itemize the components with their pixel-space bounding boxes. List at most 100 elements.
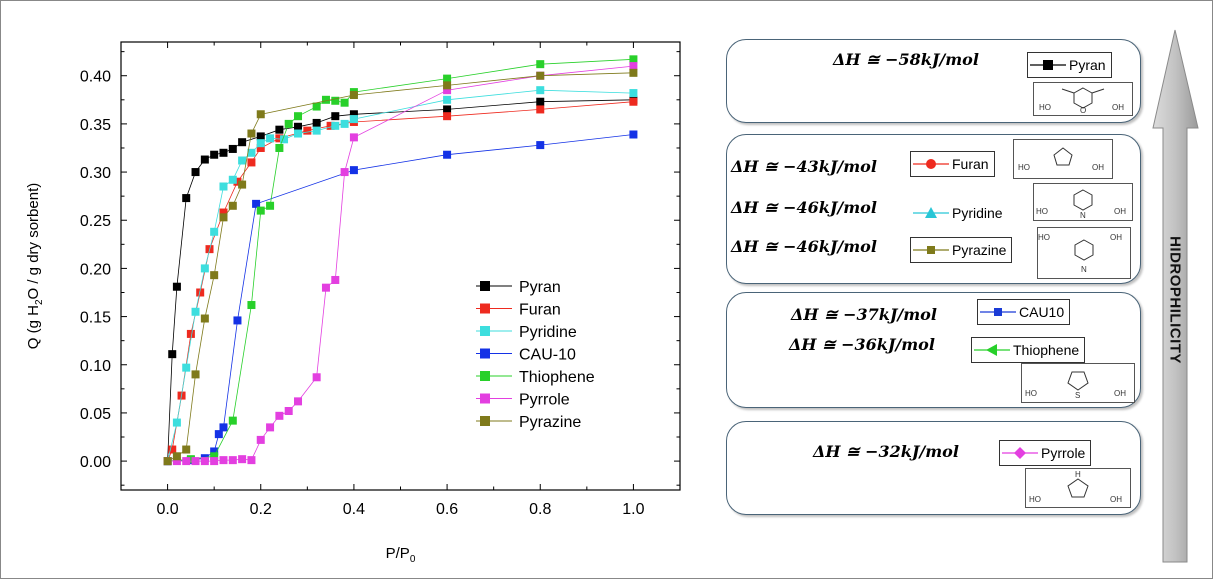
point-pyran (331, 112, 340, 121)
panel-furan-pyridine-pyrazine: ΔH ≅ −43kJ/mol Furan HO OH ΔH ≅ −46kJ/mo… (726, 134, 1141, 284)
point-thiophene (331, 96, 340, 105)
thiophene-molecule-icon: S HO OH (1021, 363, 1135, 403)
mol-label: OH (1110, 495, 1122, 504)
point-pyran (172, 282, 181, 291)
x-tick-label: 1.0 (622, 501, 644, 518)
point-thiophene (294, 112, 303, 121)
point-pyridine (349, 115, 358, 124)
legend-box-furan: Furan (910, 151, 995, 177)
mol-label: HO (1018, 163, 1030, 172)
point-pyran (443, 105, 452, 114)
legend-label-cau10: CAU10 (1019, 304, 1065, 320)
legend-box-pyrazine: Pyrazine (910, 237, 1013, 263)
legend-label-cau-10: CAU-10 (519, 347, 576, 364)
enthalpy-thiophene: ΔH ≅ −36kJ/mol (789, 335, 935, 354)
point-pyrazine (228, 201, 237, 210)
legend-marker-pyran (480, 281, 490, 291)
furan-molecule-icon: HO OH (1013, 139, 1113, 179)
point-pyrrole (294, 397, 303, 406)
point-thiophene (228, 416, 237, 425)
legend-box-cau10: CAU10 (977, 299, 1071, 325)
point-pyridine (280, 135, 289, 144)
point-pyran (191, 168, 200, 177)
point-cau-10 (536, 141, 545, 150)
y-tick-label: 0.10 (80, 358, 111, 375)
point-thiophene (186, 455, 195, 464)
x-tick-label: 0.4 (343, 501, 365, 518)
mol-label: HO (1029, 495, 1041, 504)
point-pyrrole (629, 62, 638, 71)
point-thiophene (275, 143, 284, 152)
panel-pyrrole: ΔH ≅ −32kJ/mol Pyrrole H HO OH (726, 421, 1141, 515)
legend-label-furan: Furan (519, 302, 561, 319)
point-pyridine (210, 227, 219, 236)
panel-cau10-thiophene: ΔH ≅ −37kJ/mol CAU10 ΔH ≅ −36kJ/mol Thio… (726, 292, 1141, 408)
legend-label-thiophene: Thiophene (519, 369, 595, 386)
enthalpy-pyran: ΔH ≅ −58kJ/mol (833, 50, 979, 69)
point-pyran (219, 148, 228, 157)
point-pyridine (228, 175, 237, 184)
point-pyrazine (210, 271, 219, 280)
point-pyran (200, 155, 209, 164)
legend-line-cau10 (980, 308, 1016, 316)
point-furan (275, 134, 284, 143)
point-cau-10 (219, 423, 228, 432)
enthalpy-cau10: ΔH ≅ −37kJ/mol (791, 305, 937, 324)
point-furan (326, 121, 335, 130)
point-pyrrole (349, 133, 358, 142)
mol-label: N (1080, 211, 1086, 220)
isotherm-chart: 0.0 0.2 0.4 0.6 0.8 1.0 0.00 0.05 0.10 0.15 0.20 0.… (25, 41, 681, 565)
y-tick-label: 0.15 (80, 310, 111, 327)
point-thiophene (247, 301, 256, 310)
legend-marker-thiophene (480, 371, 490, 381)
point-furan (629, 97, 638, 106)
enthalpy-pyrazine: ΔH ≅ −46kJ/mol (731, 237, 877, 256)
y-tick-label: 0.00 (80, 454, 111, 471)
point-pyridine (294, 129, 303, 138)
x-tick-label: 0.8 (529, 501, 551, 518)
point-pyrazine (182, 445, 191, 454)
y-tick-label: 0.05 (80, 406, 111, 423)
legend-marker-pyrrole (480, 393, 490, 404)
legend-marker-pyridine (480, 326, 490, 336)
point-pyran (256, 132, 265, 141)
point-pyrazine (238, 180, 247, 189)
point-pyridine (247, 148, 256, 157)
point-pyrazine (536, 71, 545, 80)
point-thiophene (443, 74, 452, 83)
enthalpy-furan: ΔH ≅ −43kJ/mol (731, 157, 877, 176)
point-pyrrole (266, 423, 275, 432)
point-pyrrole (312, 373, 321, 382)
point-pyrrole (247, 456, 256, 465)
legend-label-pyrrole: Pyrrole (519, 392, 570, 409)
enthalpy-pyrrole: ΔH ≅ −32kJ/mol (813, 442, 959, 461)
point-pyran (275, 125, 284, 134)
mol-label: OH (1092, 163, 1104, 172)
point-thiophene (321, 95, 330, 104)
legend-line-furan (913, 159, 949, 169)
hydrophilicity-label: HIDROPHILICITY (1166, 236, 1184, 364)
pyran-molecule-icon: HO OH O (1033, 82, 1133, 116)
y-tick-label: 0.30 (80, 165, 111, 182)
point-cau-10 (233, 316, 242, 325)
point-pyrazine (247, 129, 256, 138)
legend-box-pyridine: Pyridine (910, 200, 1009, 226)
point-pyridine (238, 156, 247, 165)
point-furan (536, 105, 545, 114)
point-pyrazine (219, 213, 228, 222)
point-pyridine (182, 363, 191, 372)
point-cau-10 (349, 166, 358, 175)
point-pyrazine (172, 452, 181, 461)
mol-label: OH (1110, 233, 1122, 242)
y-tick-label: 0.25 (80, 213, 111, 230)
legend-line-pyrazine (913, 246, 949, 254)
point-thiophene (284, 119, 293, 128)
legend-label-pyridine: Pyridine (952, 205, 1003, 221)
point-thiophene (312, 102, 321, 111)
point-pyrazine (349, 90, 358, 99)
point-pyridine (331, 121, 340, 130)
point-pyrrole (200, 457, 209, 466)
point-pyridine (536, 86, 545, 95)
legend-label-pyran: Pyran (519, 279, 561, 296)
point-pyrrole (191, 457, 200, 466)
